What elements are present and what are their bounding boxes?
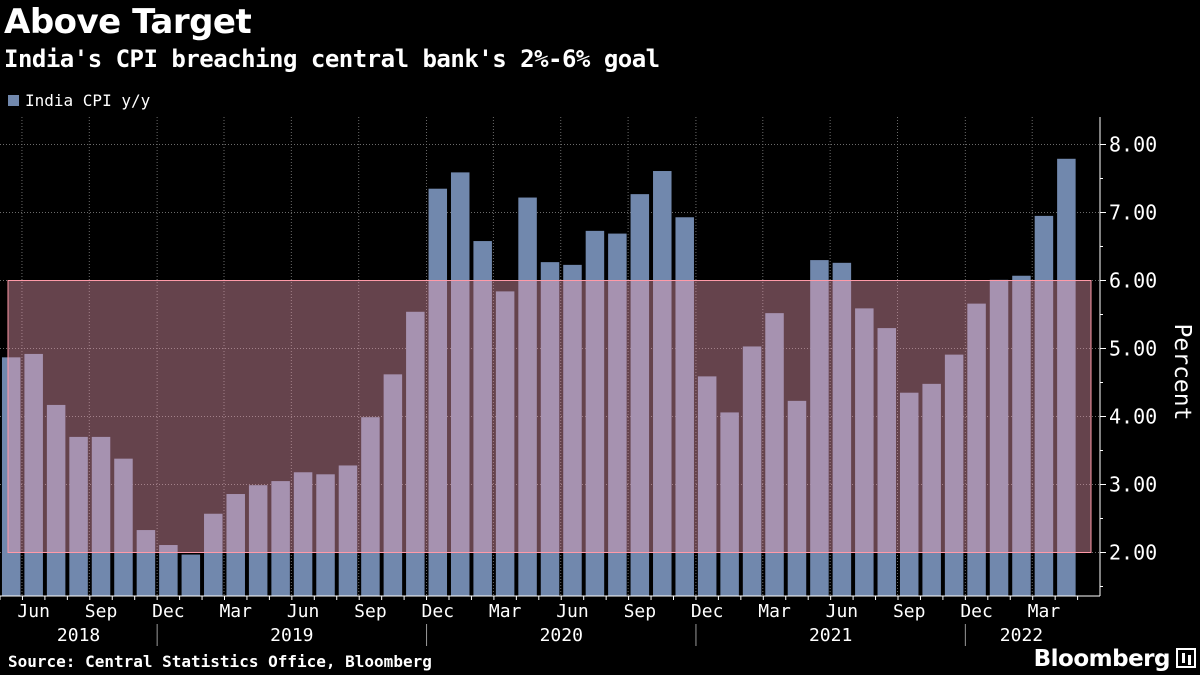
bar bbox=[114, 458, 133, 596]
bar bbox=[675, 217, 694, 596]
y-tick-label: 3.00 bbox=[1109, 473, 1157, 497]
year-label: 2018 bbox=[57, 625, 100, 646]
y-tick-label: 8.00 bbox=[1109, 133, 1157, 157]
legend-label: India CPI y/y bbox=[25, 91, 151, 110]
x-tick-label: Mar bbox=[219, 601, 252, 622]
y-tick-label: 4.00 bbox=[1109, 405, 1157, 429]
bar bbox=[361, 417, 380, 596]
year-label: 2020 bbox=[540, 625, 583, 646]
x-tick-label: Dec bbox=[422, 601, 455, 622]
bar bbox=[383, 374, 403, 596]
bar bbox=[630, 194, 650, 596]
bar bbox=[69, 436, 88, 596]
bar bbox=[810, 260, 829, 596]
bar bbox=[563, 264, 582, 596]
bar bbox=[473, 241, 492, 596]
x-tick-label: Jun bbox=[287, 601, 320, 622]
x-tick-label: Sep bbox=[354, 601, 387, 622]
bar bbox=[899, 392, 919, 596]
x-tick-label: Mar bbox=[489, 601, 522, 622]
bar bbox=[944, 354, 964, 596]
bar bbox=[271, 481, 290, 596]
bar bbox=[720, 412, 739, 596]
target-band bbox=[7, 280, 1092, 553]
y-tick-label: 2.00 bbox=[1109, 541, 1157, 565]
year-label: 2019 bbox=[270, 625, 313, 646]
x-tick-label: Jun bbox=[17, 601, 50, 622]
bar bbox=[877, 328, 897, 596]
bar bbox=[518, 197, 537, 597]
x-tick-label: Jun bbox=[556, 601, 589, 622]
year-label: 2021 bbox=[809, 625, 852, 646]
bar bbox=[159, 545, 178, 596]
bar bbox=[989, 279, 1009, 596]
bar bbox=[293, 472, 313, 596]
year-label: 2022 bbox=[1000, 625, 1043, 646]
x-tick-label: Sep bbox=[85, 601, 118, 622]
bar bbox=[765, 313, 784, 596]
bar bbox=[181, 554, 201, 596]
bar bbox=[450, 172, 470, 596]
bar bbox=[742, 346, 762, 596]
bar bbox=[495, 291, 515, 596]
bloomberg-terminal-icon bbox=[1176, 648, 1196, 668]
bar bbox=[46, 404, 66, 596]
source-note: Source: Central Statistics Office, Bloom… bbox=[8, 652, 432, 671]
chart-title: Above Target bbox=[4, 2, 252, 42]
y-tick-label: 7.00 bbox=[1109, 201, 1157, 225]
bar bbox=[1012, 275, 1031, 596]
x-tick-label: Dec bbox=[152, 601, 185, 622]
bar bbox=[832, 262, 852, 596]
bar bbox=[1034, 215, 1054, 596]
x-tick-label: Mar bbox=[1028, 601, 1061, 622]
bar bbox=[91, 436, 111, 596]
bar bbox=[922, 383, 941, 596]
x-tick-label: Dec bbox=[960, 601, 993, 622]
x-tick-label: Sep bbox=[893, 601, 926, 622]
bar bbox=[855, 308, 874, 596]
bar bbox=[136, 530, 156, 596]
bar bbox=[428, 188, 448, 596]
y-tick-label: 6.00 bbox=[1109, 269, 1157, 293]
bar bbox=[540, 262, 560, 596]
x-tick-label: Dec bbox=[691, 601, 724, 622]
bar bbox=[204, 513, 223, 596]
bloomberg-logo: Bloomberg bbox=[1033, 646, 1171, 672]
legend: India CPI y/y bbox=[8, 91, 150, 110]
x-tick-label: Mar bbox=[758, 601, 791, 622]
bar bbox=[608, 233, 627, 596]
bar bbox=[406, 311, 425, 596]
chart-subtitle: India's CPI breaching central bank's 2%-… bbox=[4, 45, 660, 73]
bar bbox=[585, 230, 605, 597]
bar bbox=[697, 376, 717, 596]
bar bbox=[226, 494, 245, 596]
bar bbox=[248, 485, 268, 596]
bar bbox=[1, 357, 21, 596]
bar bbox=[338, 465, 358, 596]
bar bbox=[653, 171, 672, 596]
bar bbox=[1057, 158, 1076, 596]
bar bbox=[787, 400, 807, 596]
bar bbox=[316, 474, 335, 596]
bar bbox=[967, 303, 986, 596]
bar bbox=[24, 353, 43, 596]
x-tick-label: Jun bbox=[826, 601, 859, 622]
x-tick-label: Sep bbox=[624, 601, 657, 622]
y-axis-label: Percent bbox=[1169, 324, 1195, 421]
y-tick-label: 5.00 bbox=[1109, 337, 1157, 361]
legend-swatch bbox=[8, 95, 19, 106]
